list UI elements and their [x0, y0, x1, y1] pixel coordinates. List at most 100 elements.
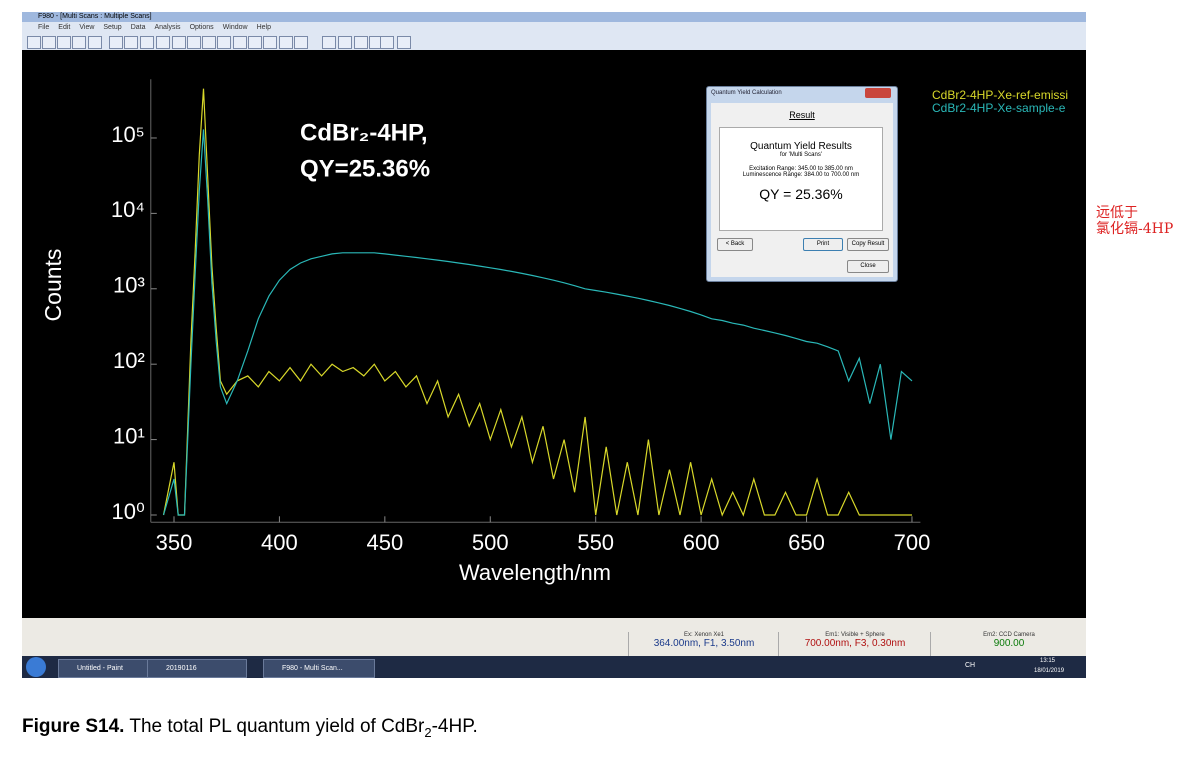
- plot-background: [22, 50, 1086, 618]
- toolbar-icon[interactable]: [294, 36, 308, 49]
- toolbar-icon[interactable]: [338, 36, 352, 49]
- status-header: Em1: Visible + Sphere: [825, 632, 885, 638]
- result-subtitle: for 'Multi Scans': [780, 152, 822, 158]
- window-title: F980 - [Multi Scans : Multiple Scans]: [38, 13, 152, 20]
- dialog-body: Result Quantum Yield Results for 'Multi …: [711, 103, 893, 277]
- toolbar-icon[interactable]: [109, 36, 123, 49]
- note-line: 氯化镉-4HP: [1096, 221, 1174, 237]
- status-panel: Em1: Visible + Sphere 700.00nm, F3, 0.30n…: [778, 632, 931, 656]
- annotation: QY=25.36%: [300, 155, 430, 182]
- toolbar-icon[interactable]: [57, 36, 71, 49]
- legend-entry: CdBr2-4HP-Xe-ref-emissi: [932, 88, 1068, 102]
- taskbar-item[interactable]: 20190116: [147, 659, 247, 678]
- language[interactable]: CH: [965, 662, 976, 669]
- legend-entry: CdBr2-4HP-Xe-sample-e: [932, 101, 1066, 115]
- dialog-title: Quantum Yield Calculation: [711, 90, 782, 96]
- toolbar-icon[interactable]: [248, 36, 262, 49]
- menu-item[interactable]: Edit: [58, 24, 71, 31]
- x-axis-label: Wavelength/nm: [459, 560, 611, 585]
- menu-item[interactable]: Window: [222, 24, 248, 31]
- y-tick-label: 10³: [113, 273, 145, 298]
- x-tick-label: 600: [683, 530, 720, 555]
- toolbar-icon[interactable]: [354, 36, 368, 49]
- menu-item[interactable]: Setup: [103, 24, 122, 31]
- status-value: 900.00: [993, 638, 1025, 649]
- toolbar-icon[interactable]: [172, 36, 186, 49]
- x-tick-label: 450: [366, 530, 403, 555]
- x-tick-label: 400: [261, 530, 298, 555]
- note: 远低于 氯化镉-4HP: [1096, 205, 1173, 237]
- toolbar-icon[interactable]: [279, 36, 293, 49]
- luminescence-range: Luminescence Range: 384.00 to 700.00 nm: [742, 172, 860, 178]
- status-header: Em2: CCD Camera: [983, 632, 1035, 638]
- series-line: [162, 88, 912, 517]
- menu-item[interactable]: View: [79, 24, 95, 31]
- toolbar-icon[interactable]: [88, 36, 102, 49]
- x-tick-label: 650: [788, 530, 825, 555]
- toolbar-icon[interactable]: [397, 36, 411, 49]
- x-tick-label: 550: [577, 530, 614, 555]
- start-button[interactable]: [26, 657, 46, 677]
- y-tick-label: 10⁴: [111, 197, 145, 222]
- close-button[interactable]: Close: [847, 260, 889, 273]
- toolbar-icon[interactable]: [217, 36, 231, 49]
- x-tick-label: 350: [156, 530, 193, 555]
- x-tick-label: 500: [472, 530, 509, 555]
- caption-text: The total PL quantum yield of CdBr: [124, 716, 425, 737]
- menu-item[interactable]: Help: [256, 24, 271, 31]
- menu-item[interactable]: Analysis: [154, 24, 181, 31]
- taskbar-item[interactable]: Untitled - Paint: [58, 659, 156, 678]
- result-box: Quantum Yield Results for 'Multi Scans' …: [719, 127, 883, 231]
- back-button[interactable]: < Back: [717, 238, 753, 251]
- y-axis-label: Counts: [40, 249, 66, 322]
- menu-item[interactable]: Options: [189, 24, 214, 31]
- caption-subscript: 2: [424, 724, 432, 740]
- toolbar-icon[interactable]: [380, 36, 394, 49]
- y-tick-label: 10¹: [113, 423, 145, 448]
- print-button[interactable]: Print: [803, 238, 843, 251]
- chart: Counts Wavelength/nm CdBr₂-4HP, QY=25.36…: [40, 79, 1068, 585]
- toolbar-icon[interactable]: [140, 36, 154, 49]
- qy-result: QY = 25.36%: [759, 186, 843, 202]
- clock-time: 13:15: [1040, 658, 1056, 664]
- caption: Figure S14. The total PL quantum yield o…: [22, 716, 478, 740]
- menu-bar: File Edit View Setup Data Analysis Options Wind…: [22, 22, 1086, 33]
- toolbar-icon[interactable]: [156, 36, 170, 49]
- caption-text: -4HP.: [431, 716, 478, 737]
- close-icon[interactable]: [865, 88, 891, 98]
- toolbar-icon[interactable]: [187, 36, 201, 49]
- y-tick-label: 10⁵: [111, 122, 145, 147]
- toolbar-icon[interactable]: [263, 36, 277, 49]
- status-panel: Ex: Xenon Xe1 364.00nm, F1, 3.50nm: [628, 632, 779, 656]
- toolbar-icon[interactable]: [124, 36, 138, 49]
- status-header: Ex: Xenon Xe1: [683, 632, 725, 638]
- result-title: Quantum Yield Results: [750, 141, 852, 152]
- toolbar-icon[interactable]: [233, 36, 247, 49]
- toolbar-icon[interactable]: [27, 36, 41, 49]
- dialog-heading: Result: [789, 110, 815, 120]
- status-value: 364.00nm, F1, 3.50nm: [653, 638, 755, 649]
- menu-item[interactable]: File: [38, 24, 50, 31]
- clock-date: 18/01/2019: [1034, 668, 1065, 674]
- series-line: [162, 129, 913, 516]
- status-value: 700.00nm, F3, 0.30nm: [804, 638, 906, 649]
- dialog: Quantum Yield Calculation Result Quantum…: [706, 86, 898, 282]
- excitation-range: Excitation Range: 345.00 to 385.00 nm: [749, 166, 853, 172]
- caption-label: Figure S14.: [22, 716, 125, 737]
- annotation: CdBr₂-4HP,: [300, 119, 428, 146]
- toolbar-icon[interactable]: [202, 36, 216, 49]
- y-tick-label: 10⁰: [112, 499, 145, 524]
- note-line: 远低于: [1096, 205, 1138, 221]
- copy-button[interactable]: Copy Result: [847, 238, 889, 251]
- status-panel: Em2: CCD Camera 900.00: [930, 632, 1087, 656]
- title-bar: F980 - [Multi Scans : Multiple Scans]: [22, 12, 1086, 22]
- toolbar-icon[interactable]: [322, 36, 336, 49]
- toolbar-icon[interactable]: [72, 36, 86, 49]
- menu-item[interactable]: Data: [130, 24, 146, 31]
- status-bar: [22, 618, 1086, 656]
- y-tick-label: 10²: [113, 348, 145, 373]
- x-tick-label: 700: [894, 530, 931, 555]
- toolbar-icon[interactable]: [42, 36, 56, 49]
- taskbar-item[interactable]: F980 - Multi Scan...: [263, 659, 375, 678]
